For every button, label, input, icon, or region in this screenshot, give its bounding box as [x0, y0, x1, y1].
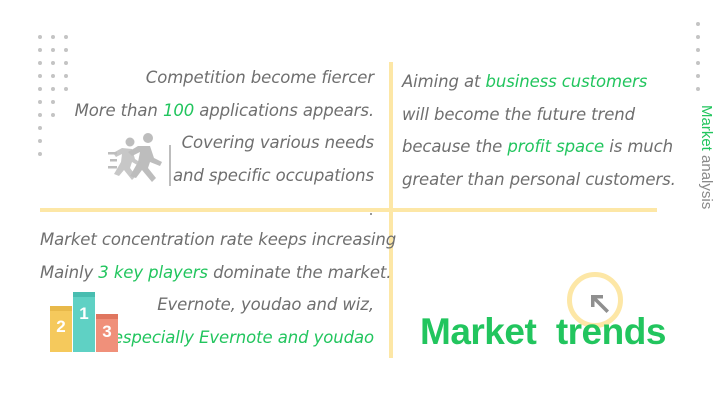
divider-dot [370, 213, 372, 215]
side-label-rest: analysis [698, 150, 715, 210]
quadrant-competition: Competition become fiercer More than 100… [60, 62, 374, 192]
runner-divider [169, 145, 171, 186]
quadrant-business-customers: Aiming at business customers will become… [402, 66, 702, 196]
quadrant-market-concentration: Market concentration rate keeps increasi… [40, 224, 397, 354]
podium-icon: 2 1 3 [50, 292, 118, 352]
text-line: Covering various needs [181, 133, 374, 152]
text-line: because the profit space is much [402, 137, 673, 156]
runner-icon [108, 133, 162, 182]
text-line: Evernote, youdao and wiz, [157, 295, 374, 314]
text-line: especially Evernote and youdao [112, 327, 374, 347]
trend-arrow-icon [591, 295, 609, 313]
text-line: and specific occupations [173, 165, 374, 185]
text-line: will become the future trend [402, 104, 635, 124]
side-label-highlight: Market [698, 105, 715, 151]
podium-second: 2 [56, 317, 65, 336]
section-title: Market trends [420, 311, 666, 352]
text-line: More than 100 applications appears. [74, 100, 374, 120]
text-line: Aiming at business customers [402, 72, 648, 91]
text-line: Mainly 3 key players dominate the market… [40, 262, 392, 282]
trend-circle [567, 272, 623, 328]
side-label: Market analysis [698, 105, 715, 209]
text-line: greater than personal customers. [402, 169, 676, 189]
text-line: Market concentration rate keeps increasi… [40, 230, 397, 249]
podium-first: 1 [79, 304, 88, 323]
vertical-divider [389, 62, 393, 358]
horizontal-divider [40, 208, 657, 212]
text-line: Competition become fiercer [145, 68, 374, 87]
podium-third: 3 [102, 322, 111, 341]
